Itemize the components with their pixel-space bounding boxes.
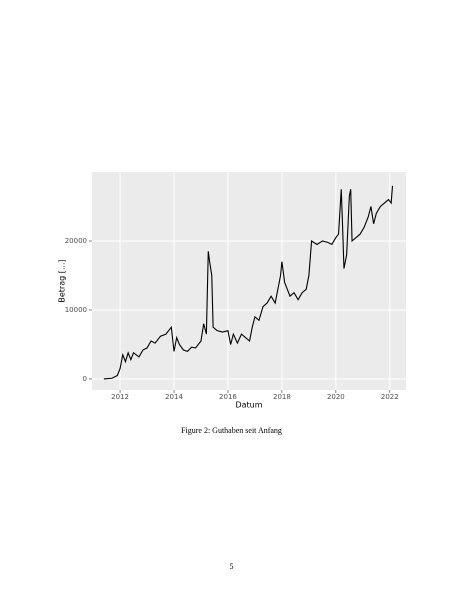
x-tick-label: 2022 (381, 393, 399, 401)
chart: Datum Betrag [...] 0 10000 20000 2012 2014 20… (58, 172, 406, 410)
x-axis-title: Datum (235, 401, 262, 410)
panel (92, 172, 406, 390)
x-tick-label: 2016 (219, 393, 237, 401)
x-tick-label: 2020 (327, 393, 345, 401)
data-line (103, 185, 394, 380)
x-tick-label: 2014 (165, 393, 183, 401)
x-tick-label: 2012 (111, 393, 129, 401)
y-tick-label: 10000 (65, 306, 87, 314)
page-number: 5 (229, 562, 234, 571)
figure-caption: Figure 2: Guthaben seit Anfang (181, 426, 282, 435)
y-tick-label: 0 (83, 375, 87, 383)
x-tick-label: 2018 (273, 393, 291, 401)
y-tick-label: 20000 (65, 237, 87, 245)
y-axis-title: Betrag [...] (58, 259, 67, 302)
